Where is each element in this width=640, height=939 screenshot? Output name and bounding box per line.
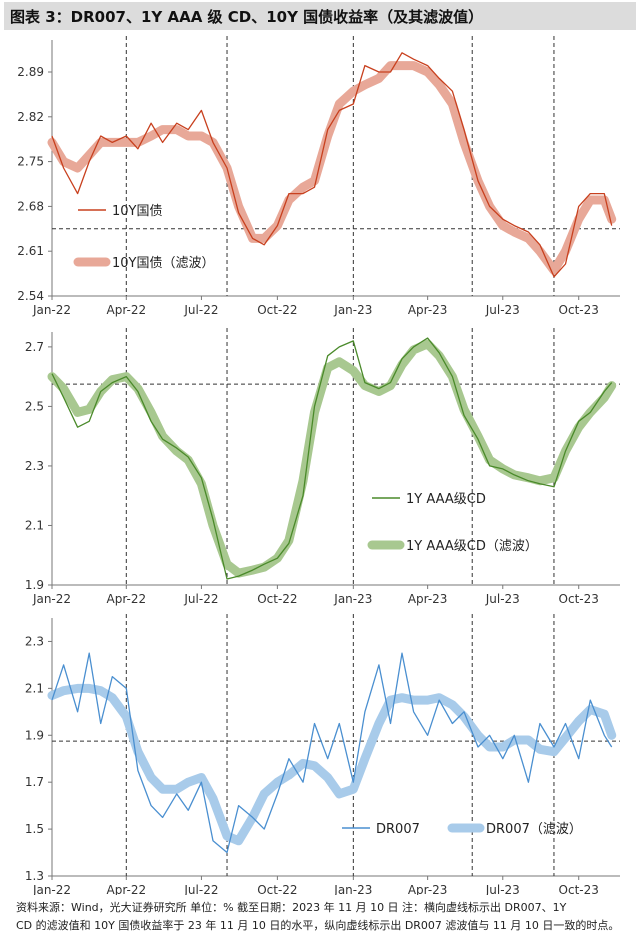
chart-title: 图表 3：DR007、1Y AAA 级 CD、10Y 国债收益率（及其滤波值） — [10, 8, 484, 26]
x-tick-label: Jul-23 — [485, 592, 520, 606]
filtered-series-line — [47, 683, 617, 846]
legend-raw-label: DR007 — [376, 822, 420, 837]
y-tick-label: 2.75 — [17, 155, 44, 169]
y-tick-label: 2.5 — [25, 399, 44, 413]
filtered-series-line — [47, 61, 617, 275]
x-tick-label: Jan-23 — [333, 592, 372, 606]
y-tick-label: 2.68 — [17, 199, 44, 213]
footer-note: 资料来源：Wind，光大证券研究所 单位：% 截至日期：2023 年 11 月 … — [16, 899, 636, 935]
chart-area: 2.54 2.61 2.68 2.75 2.82 2.89 Jan-22 Apr-22 Jul-… — [17, 36, 620, 895]
x-tick-label: Jan-22 — [32, 883, 71, 895]
footer-line-2: CD 的滤波值和 10Y 国债收益率于 23 年 11 月 10 日的水平，纵向… — [16, 919, 620, 932]
x-tick-label: Oct-23 — [559, 303, 599, 317]
x-tick-label: Jul-22 — [183, 592, 218, 606]
raw-series-line — [51, 337, 613, 580]
y-tick-label: 2.1 — [25, 681, 44, 695]
y-tick-label: 2.3 — [25, 634, 44, 648]
x-tick-label: Jan-22 — [32, 592, 71, 606]
x-tick-label: Apr-23 — [408, 883, 448, 895]
x-tick-label: Jan-23 — [333, 303, 372, 317]
y-tick-label: 1.3 — [25, 869, 44, 883]
y-tick-label: 2.7 — [25, 340, 44, 354]
x-tick-label: Apr-23 — [408, 592, 448, 606]
x-tick-label: Jan-22 — [32, 303, 71, 317]
panel-dr: 1.3 1.5 1.7 1.9 2.1 2.3 Jan-22 Apr-22 Jul-22 Oct-… — [25, 614, 620, 895]
x-tick-label: Oct-23 — [559, 883, 599, 895]
legend-raw-label: 1Y AAA级CD — [406, 492, 486, 507]
x-tick-label: Jul-23 — [485, 883, 520, 895]
y-tick-label: 1.9 — [25, 578, 44, 592]
x-tick-label: Apr-22 — [107, 883, 147, 895]
title-bar: 图表 3：DR007、1Y AAA 级 CD、10Y 国债收益率（及其滤波值） — [4, 2, 636, 30]
x-tick-label: Oct-22 — [257, 303, 297, 317]
legend-filtered-label: DR007（滤波） — [486, 822, 582, 837]
raw-series-line — [51, 652, 613, 854]
y-tick-label: 1.5 — [25, 822, 44, 836]
y-tick-label: 2.82 — [17, 110, 44, 124]
x-tick-label: Jul-23 — [485, 303, 520, 317]
panel-bond: 2.54 2.61 2.68 2.75 2.82 2.89 Jan-22 Apr-22 Jul-… — [17, 36, 620, 317]
y-tick-label: 2.3 — [25, 459, 44, 473]
y-tick-label: 1.7 — [25, 775, 44, 789]
legend-filtered-label: 1Y AAA级CD（滤波） — [406, 539, 538, 554]
x-tick-label: Apr-22 — [107, 592, 147, 606]
raw-series-line — [51, 52, 613, 278]
x-tick-label: Oct-23 — [559, 592, 599, 606]
legend-filtered-label: 10Y国债（滤波） — [112, 256, 214, 271]
y-tick-label: 1.9 — [25, 728, 44, 742]
x-tick-label: Jan-23 — [333, 883, 372, 895]
x-tick-label: Apr-23 — [408, 303, 448, 317]
x-tick-label: Oct-22 — [257, 592, 297, 606]
footer-line-1: 资料来源：Wind，光大证券研究所 单位：% 截至日期：2023 年 11 月 … — [16, 901, 567, 914]
y-tick-label: 2.89 — [17, 65, 44, 79]
y-tick-label: 2.1 — [25, 518, 44, 532]
y-tick-label: 2.61 — [17, 244, 44, 258]
x-tick-label: Oct-22 — [257, 883, 297, 895]
y-tick-label: 2.54 — [17, 289, 44, 303]
legend-raw-label: 10Y国债 — [112, 204, 162, 219]
filtered-series-line — [47, 339, 617, 578]
x-tick-label: Jul-22 — [183, 883, 218, 895]
x-tick-label: Apr-22 — [107, 303, 147, 317]
panel-cd: 1.9 2.1 2.3 2.5 2.7 Jan-22 Apr-22 Jul-22 Oct-22 J… — [25, 328, 620, 606]
x-tick-label: Jul-22 — [183, 303, 218, 317]
